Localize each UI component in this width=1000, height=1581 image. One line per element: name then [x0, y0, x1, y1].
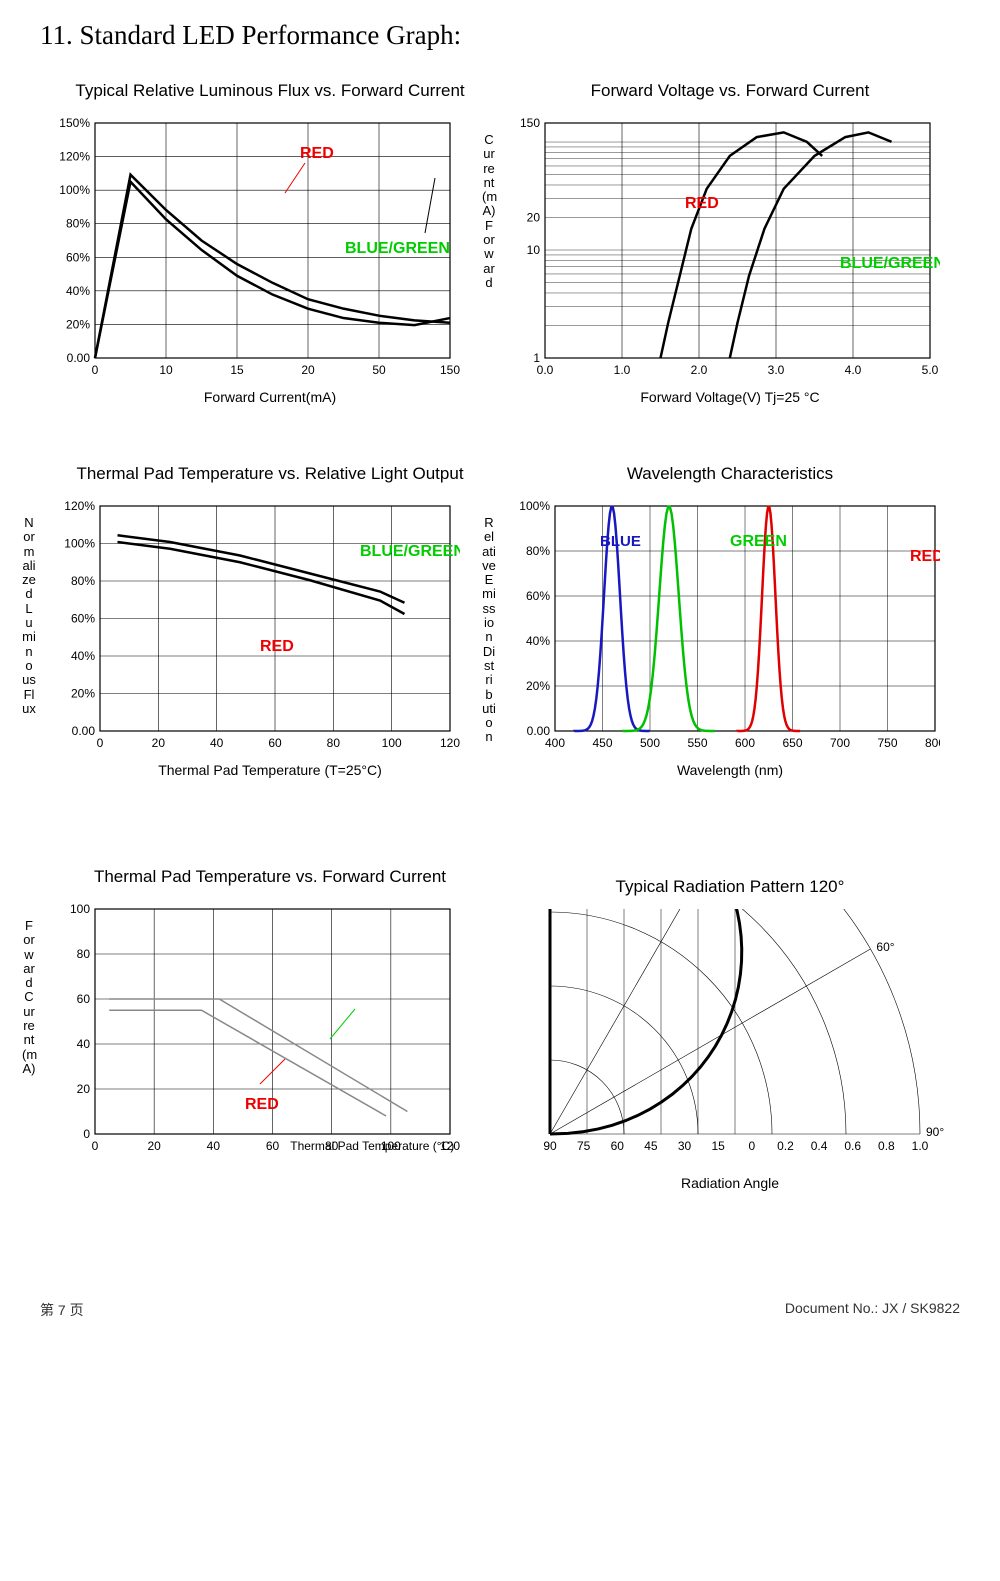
svg-text:2.0: 2.0	[691, 363, 708, 377]
svg-text:800: 800	[925, 736, 940, 750]
svg-text:100%: 100%	[59, 183, 90, 197]
footer-right: Document No.: JX / SK9822	[785, 1300, 960, 1320]
svg-text:BLUE/GREEN: BLUE/GREEN	[840, 255, 940, 272]
svg-text:60: 60	[268, 736, 282, 750]
svg-text:0.8: 0.8	[878, 1139, 895, 1153]
svg-text:150%: 150%	[59, 116, 90, 130]
svg-text:100: 100	[70, 902, 90, 916]
svg-text:100: 100	[382, 736, 402, 750]
svg-text:80%: 80%	[71, 574, 95, 588]
svg-text:700: 700	[830, 736, 850, 750]
svg-text:0: 0	[92, 1139, 99, 1153]
svg-text:RED: RED	[300, 145, 334, 162]
section-title: 11. Standard LED Performance Graph:	[40, 20, 960, 51]
svg-text:15: 15	[230, 363, 244, 377]
svg-text:0.4: 0.4	[811, 1139, 828, 1153]
svg-text:30: 30	[678, 1139, 692, 1153]
svg-text:100%: 100%	[519, 499, 550, 513]
svg-text:0.00: 0.00	[67, 351, 91, 365]
svg-text:60%: 60%	[71, 612, 95, 626]
svg-text:60°: 60°	[876, 940, 894, 954]
svg-text:1.0: 1.0	[912, 1139, 929, 1153]
svg-text:80: 80	[327, 736, 341, 750]
chart-vf: Forward Voltage vs. Forward Current Curr…	[500, 81, 960, 419]
svg-text:GREEN: GREEN	[730, 533, 787, 550]
svg-text:0.00: 0.00	[72, 724, 96, 738]
svg-text:60: 60	[266, 1139, 280, 1153]
svg-text:60%: 60%	[66, 250, 90, 264]
svg-text:20: 20	[301, 363, 315, 377]
svg-text:40%: 40%	[526, 634, 550, 648]
svg-text:150: 150	[440, 363, 460, 377]
svg-text:0.6: 0.6	[844, 1139, 861, 1153]
svg-text:60%: 60%	[526, 589, 550, 603]
svg-text:45: 45	[644, 1139, 658, 1153]
chart-flux: Typical Relative Luminous Flux vs. Forwa…	[40, 81, 500, 419]
svg-text:0: 0	[83, 1127, 90, 1141]
svg-text:BLUE: BLUE	[600, 533, 641, 550]
svg-text:3.0: 3.0	[768, 363, 785, 377]
svg-text:0: 0	[97, 736, 104, 750]
svg-text:20: 20	[152, 736, 166, 750]
svg-text:40%: 40%	[71, 649, 95, 663]
svg-text:20%: 20%	[66, 317, 90, 331]
svg-text:40: 40	[207, 1139, 221, 1153]
svg-text:BLUE/GREEN: BLUE/GREEN	[360, 543, 460, 560]
svg-text:60: 60	[77, 992, 91, 1006]
svg-text:0.2: 0.2	[777, 1139, 794, 1153]
svg-text:40: 40	[210, 736, 224, 750]
svg-text:20: 20	[77, 1082, 91, 1096]
svg-text:20%: 20%	[526, 679, 550, 693]
svg-text:80%: 80%	[526, 544, 550, 558]
svg-text:4.0: 4.0	[845, 363, 862, 377]
svg-text:10: 10	[159, 363, 173, 377]
svg-text:120%: 120%	[64, 499, 95, 513]
svg-text:RED: RED	[245, 1096, 279, 1113]
svg-text:15: 15	[712, 1139, 726, 1153]
svg-text:650: 650	[782, 736, 802, 750]
svg-text:20: 20	[527, 210, 541, 224]
svg-text:10: 10	[527, 243, 541, 257]
svg-text:90°: 90°	[926, 1125, 944, 1139]
footer-left: 第 7 页	[40, 1300, 84, 1320]
svg-text:600: 600	[735, 736, 755, 750]
svg-text:0: 0	[92, 363, 99, 377]
svg-text:100%: 100%	[64, 537, 95, 551]
svg-text:40%: 40%	[66, 284, 90, 298]
svg-text:150: 150	[520, 116, 540, 130]
svg-text:400: 400	[545, 736, 565, 750]
svg-text:500: 500	[640, 736, 660, 750]
svg-text:Thermal Pad Temperature (°C): Thermal Pad Temperature (°C)	[290, 1139, 454, 1153]
svg-text:80: 80	[77, 947, 91, 961]
svg-text:50: 50	[372, 363, 386, 377]
svg-text:90: 90	[543, 1139, 557, 1153]
svg-text:120: 120	[440, 736, 460, 750]
svg-text:80%: 80%	[66, 217, 90, 231]
svg-text:40: 40	[77, 1037, 91, 1051]
svg-text:BLUE/GREEN: BLUE/GREEN	[345, 240, 450, 257]
chart-wavelength: Wavelength Characteristics Relative Emis…	[500, 464, 960, 792]
svg-text:0.0: 0.0	[537, 363, 554, 377]
svg-text:550: 550	[687, 736, 707, 750]
svg-text:RED: RED	[685, 195, 719, 212]
svg-text:0: 0	[748, 1139, 755, 1153]
svg-text:120%: 120%	[59, 150, 90, 164]
svg-text:RED: RED	[260, 638, 294, 655]
svg-text:20%: 20%	[71, 687, 95, 701]
chart-thermal-current: Thermal Pad Temperature vs. Forward Curr…	[40, 867, 500, 1205]
chart-radiation: Typical Radiation Pattern 120° 030°60°90…	[500, 877, 960, 1205]
chart-thermal-light: Thermal Pad Temperature vs. Relative Lig…	[40, 464, 500, 792]
svg-text:RED: RED	[910, 548, 940, 565]
svg-text:20: 20	[147, 1139, 161, 1153]
svg-text:750: 750	[877, 736, 897, 750]
svg-text:75: 75	[577, 1139, 591, 1153]
svg-text:60: 60	[611, 1139, 625, 1153]
svg-text:450: 450	[592, 736, 612, 750]
svg-text:1.0: 1.0	[614, 363, 631, 377]
svg-text:5.0: 5.0	[922, 363, 939, 377]
